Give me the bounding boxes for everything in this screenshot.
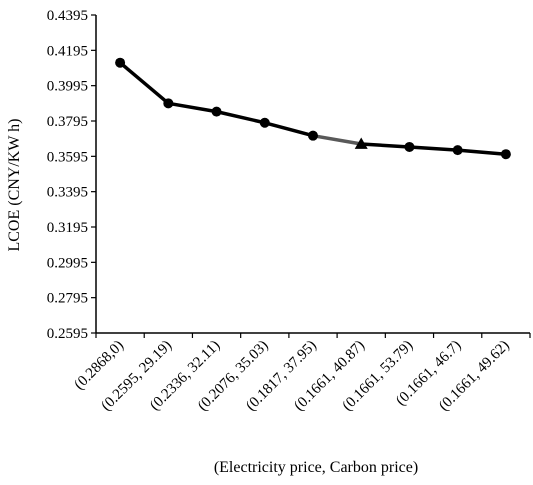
data-point [452,145,463,156]
y-axis-title: LCOE (CNY/KW h) [6,118,23,251]
y-tick-label: 0.3995 [47,79,88,95]
series-line-segment [263,121,315,138]
y-tick-label: 0.2995 [47,255,88,271]
data-point [163,98,174,109]
series-line-segment [455,148,508,156]
series-lines [118,60,508,156]
y-tick-label: 0.2795 [47,291,88,307]
y-tick-label: 0.3195 [47,220,88,236]
data-point [115,57,126,68]
data-point [404,141,415,152]
x-axis-title: (Electricity price, Carbon price) [214,459,418,476]
y-tick-label: 0.3795 [47,114,88,130]
y-tick-label: 0.4395 [47,8,88,24]
data-point-triangle [354,137,368,149]
series-line-segment [166,101,219,114]
series-markers [115,57,511,160]
y-tick-label: 0.4195 [47,43,88,59]
series-line-segment [311,133,363,146]
series-line-segment [118,60,171,106]
series-line-segment [407,145,460,152]
data-point [500,149,511,160]
y-tick-label: 0.2595 [47,326,88,342]
x-axis-ticks: (0.2868,0)(0.2595, 29.19)(0.2336, 32.11)… [71,333,531,414]
data-point [308,130,318,141]
series-line-segment [214,109,267,125]
y-tick-label: 0.3595 [47,149,88,165]
series-line-segment [359,142,412,149]
data-point [259,117,270,128]
data-point [211,106,222,117]
y-tick-label: 0.3395 [47,185,88,201]
y-axis-ticks: 0.2595 0.2795 0.2995 0.3195 0.3395 0.3595 0.37… [47,8,96,342]
